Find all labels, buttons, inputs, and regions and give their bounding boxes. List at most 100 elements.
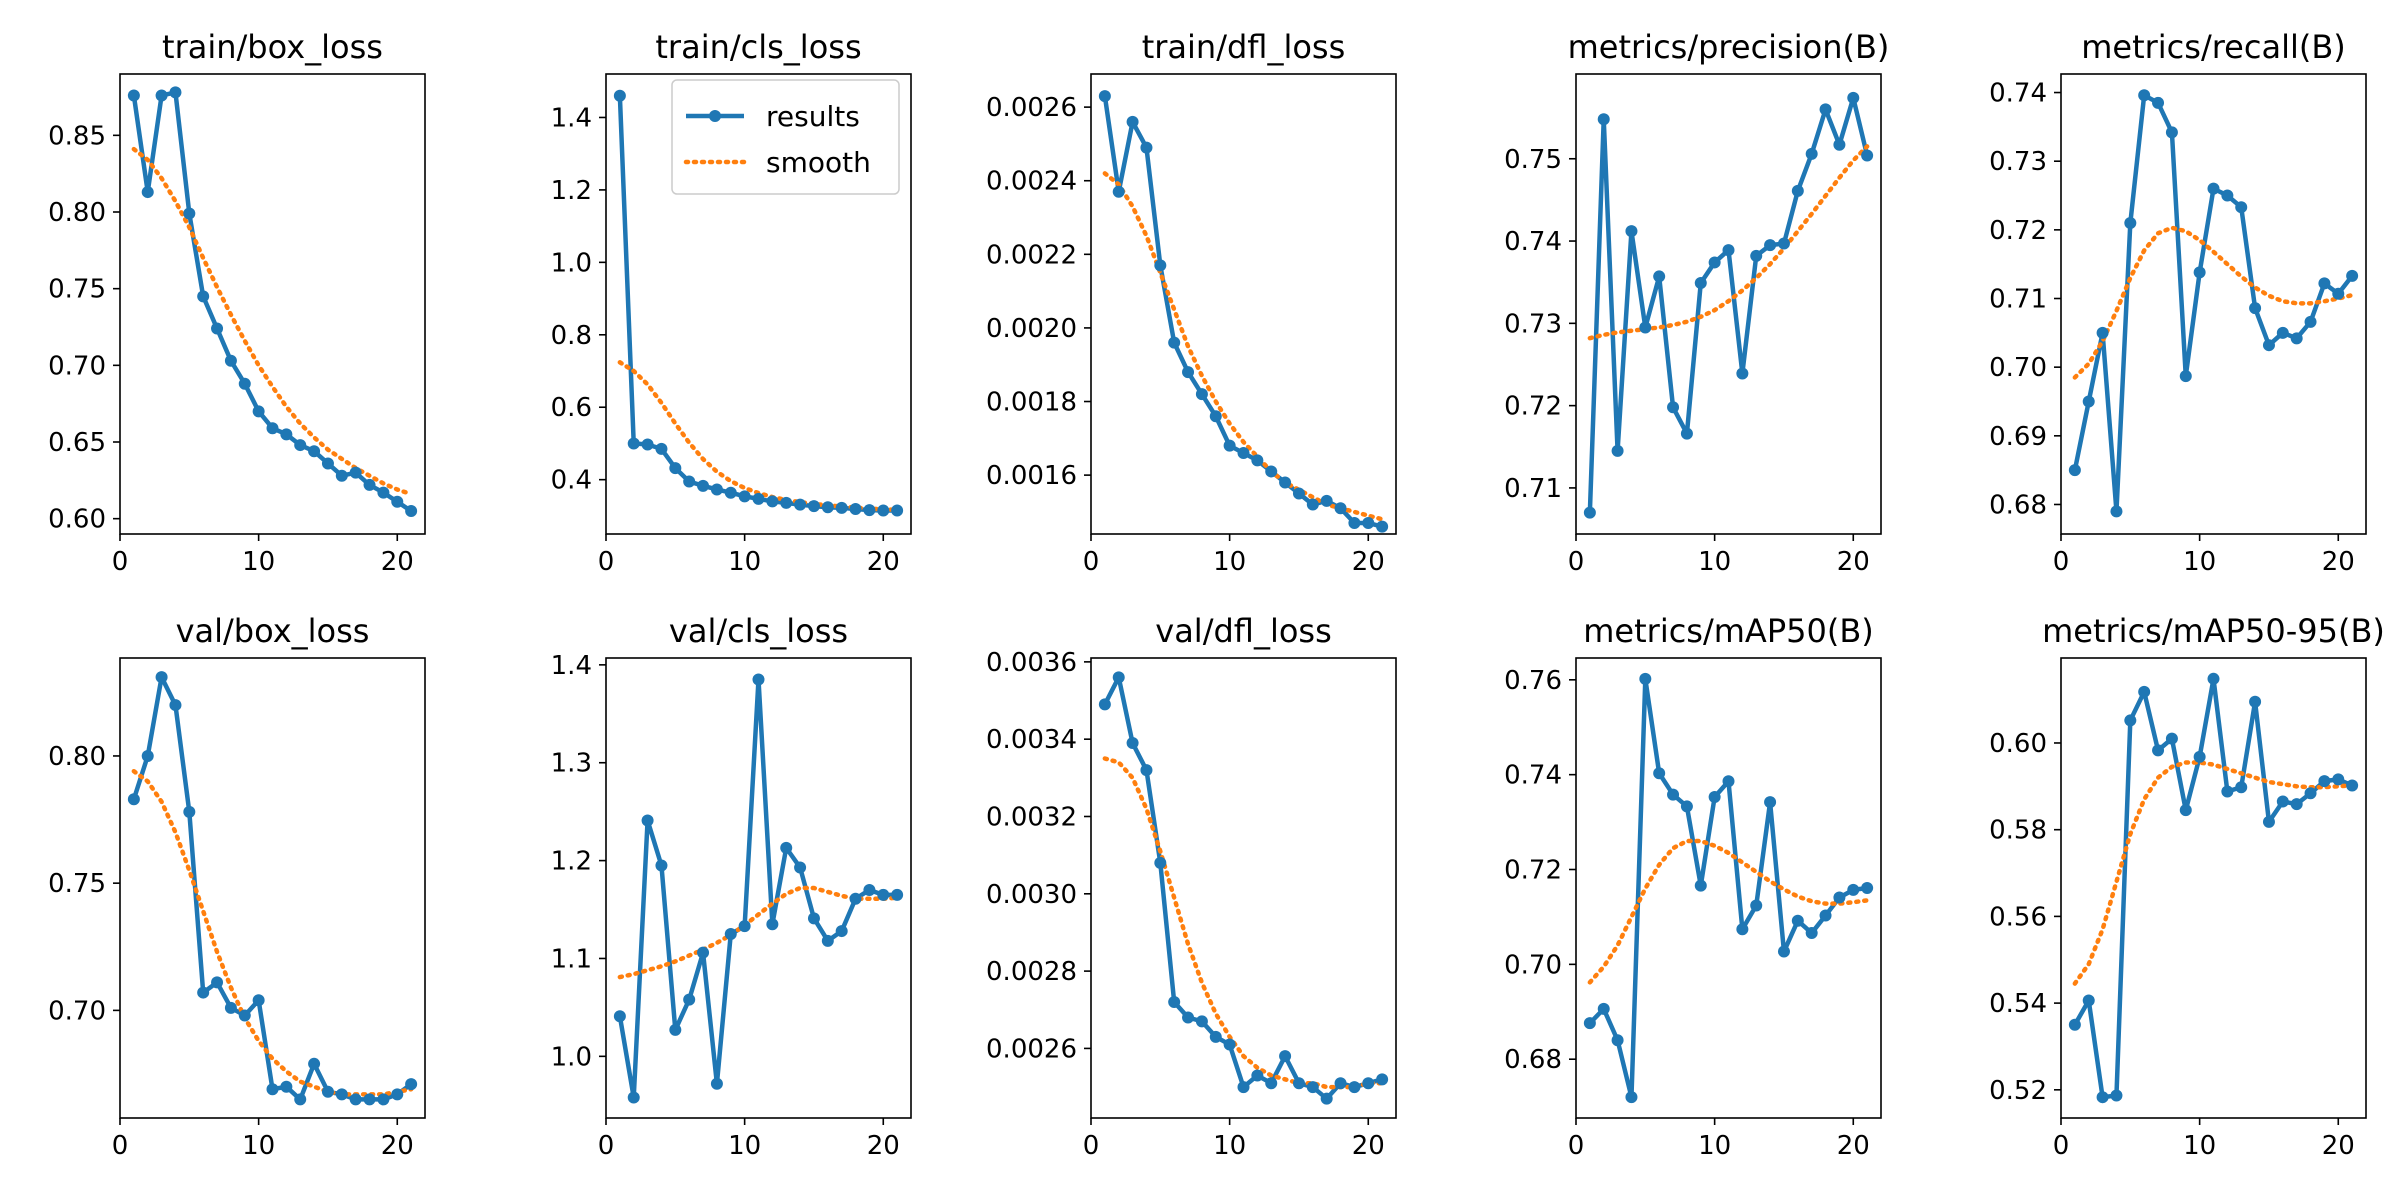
y-tick-label: 0.70 (1504, 950, 1562, 980)
subplot-title: metrics/precision(B) (1568, 28, 1890, 66)
y-tick-label: 0.52 (1989, 1076, 2047, 1106)
legend-box (671, 79, 900, 195)
y-tick-label: 0.71 (1504, 474, 1562, 504)
y-tick-label: 0.80 (48, 742, 106, 772)
x-tick-label: 20 (1352, 1131, 1385, 1161)
y-tick-label: 0.70 (1989, 353, 2047, 383)
y-tick-label: 0.8 (551, 321, 592, 351)
subplot-title: metrics/mAP50-95(B) (2042, 612, 2385, 650)
results-point (752, 492, 765, 505)
results-point (1847, 883, 1860, 896)
results-point (2138, 685, 2151, 698)
y-tick-label: 0.72 (1504, 392, 1562, 422)
subplot-7: val/dfl_loss 0 10 20 0.0026 0.0028 0.0030 0.003… (986, 612, 1397, 1161)
results-point (2110, 505, 2123, 518)
results-point (1819, 909, 1832, 922)
y-tick-label: 1.0 (551, 1042, 592, 1072)
results-point (141, 186, 154, 199)
results-point (1182, 366, 1195, 379)
results-point (1265, 1077, 1278, 1090)
results-point (780, 841, 793, 854)
results-point (1625, 1091, 1638, 1104)
results-point (1251, 454, 1264, 467)
y-tick-label: 0.0030 (986, 880, 1077, 910)
results-point (1098, 698, 1111, 711)
results-point (1597, 113, 1610, 126)
results-point (266, 422, 279, 435)
results-point (849, 503, 862, 516)
y-tick-label: 0.72 (1989, 216, 2047, 246)
x-tick-label: 0 (1083, 547, 1100, 577)
axes-frame (1090, 73, 1397, 535)
results-point (252, 994, 265, 1007)
results-point (2304, 787, 2317, 800)
legend: results smooth (671, 79, 900, 195)
x-tick-label: 10 (2183, 1131, 2216, 1161)
axes-frame (2060, 657, 2367, 1119)
results-point (641, 814, 654, 827)
results-point (155, 671, 168, 684)
y-tick-label: 0.73 (1989, 147, 2047, 177)
results-point (1667, 788, 1680, 801)
results-point (807, 912, 820, 925)
results-point (2207, 672, 2220, 685)
results-point (1708, 256, 1721, 269)
results-point (1736, 923, 1749, 936)
results-point (1764, 796, 1777, 809)
subplot-1: train/cls_loss 0 10 20 0.4 0.6 0.8 1.0 1.2 1.4 res… (551, 28, 912, 577)
results-point (127, 793, 140, 806)
results-point (1861, 149, 1874, 162)
y-tick-label: 0.85 (48, 121, 106, 151)
y-tick-label: 0.0026 (986, 93, 1077, 123)
x-tick-label: 10 (1213, 547, 1246, 577)
x-tick-label: 10 (2183, 547, 2216, 577)
results-point (211, 976, 224, 989)
results-point (183, 805, 196, 818)
results-point (127, 89, 140, 102)
legend-results-marker (709, 110, 721, 122)
results-point (266, 1083, 279, 1096)
results-point (1223, 439, 1236, 452)
results-point (738, 920, 751, 933)
x-tick-label: 10 (1698, 547, 1731, 577)
results-point (2318, 277, 2331, 290)
results-point (1376, 520, 1389, 533)
results-point (405, 505, 418, 517)
results-point (1639, 672, 1652, 685)
results-point (1750, 899, 1763, 912)
results-point (1126, 115, 1139, 128)
results-point (2249, 302, 2262, 315)
results-point (1154, 856, 1167, 869)
results-point (1680, 427, 1693, 440)
y-tick-label: 0.76 (1504, 666, 1562, 696)
results-point (2235, 781, 2248, 794)
smooth-line (2072, 225, 2355, 380)
results-point (697, 946, 710, 959)
results-point (1306, 1081, 1319, 1094)
axes-frame (605, 657, 912, 1119)
axes-frame (119, 73, 426, 535)
smooth-line (1102, 756, 1385, 1090)
x-tick-label: 20 (867, 1131, 900, 1161)
results-point (1306, 498, 1319, 511)
subplot-0: train/box_loss 0 10 20 0.60 0.65 0.70 0.75 0.80 0… (48, 28, 426, 577)
subplot-title: train/cls_loss (655, 28, 861, 66)
subplot-title: train/box_loss (162, 28, 383, 66)
results-point (2124, 216, 2137, 229)
results-point (2290, 332, 2303, 345)
results-point (1583, 506, 1596, 519)
results-point (1237, 447, 1250, 460)
y-tick-label: 0.70 (48, 351, 106, 381)
results-point (891, 888, 904, 901)
results-point (2082, 395, 2095, 408)
x-tick-label: 10 (1213, 1131, 1246, 1161)
results-point (1708, 790, 1721, 803)
results-point (2193, 266, 2206, 279)
results-point (1362, 516, 1375, 529)
y-tick-label: 0.56 (1989, 902, 2047, 932)
results-point (1279, 1050, 1292, 1063)
results-point (2332, 773, 2345, 786)
x-tick-label: 20 (1837, 547, 1870, 577)
results-point (821, 934, 834, 947)
legend-smooth-label: smooth (766, 146, 871, 179)
